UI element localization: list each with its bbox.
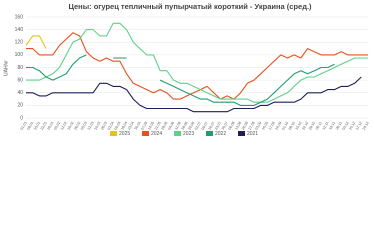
x-tick-label: 12.03 bbox=[87, 121, 95, 131]
x-tick-label: 24.09 bbox=[275, 121, 283, 131]
x-tick-label: 25.06 bbox=[187, 121, 195, 131]
x-tick-label: 21.05 bbox=[154, 121, 162, 131]
x-tick-label: 28.05 bbox=[161, 121, 169, 131]
x-tick-label: 05.11 bbox=[315, 121, 323, 131]
legend-swatch bbox=[206, 131, 213, 136]
y-tick-label: 120 bbox=[15, 40, 24, 46]
x-tick-label: 08.10 bbox=[288, 121, 296, 131]
x-tick-label: 12.11 bbox=[322, 121, 330, 131]
x-tick-label: 09.04 bbox=[114, 121, 122, 131]
x-tick-label: 03.09 bbox=[254, 121, 262, 131]
x-tick-label: 19.11 bbox=[328, 121, 336, 131]
x-tick-label: 03.12 bbox=[342, 121, 350, 131]
x-tick-label: 07.05 bbox=[140, 121, 148, 131]
x-tick-label: 10.12 bbox=[348, 121, 356, 131]
series-line bbox=[26, 32, 368, 100]
chart-title: Цены: огурец тепличный пупырчатый коротк… bbox=[68, 2, 312, 11]
legend-label: 2024 bbox=[151, 131, 162, 137]
y-tick-label: 40 bbox=[17, 90, 23, 96]
x-tick-label: 19.02 bbox=[67, 121, 75, 131]
x-tick-label: 23.04 bbox=[127, 121, 135, 131]
y-tick-label: 80 bbox=[17, 65, 23, 71]
x-tick-label: 12.02 bbox=[60, 121, 68, 131]
x-tick-label: 17.12 bbox=[355, 121, 363, 131]
y-tick-label: 100 bbox=[15, 52, 24, 58]
legend-swatch bbox=[110, 131, 117, 136]
x-tick-label: 15.01 bbox=[33, 121, 41, 131]
series-line bbox=[25, 35, 47, 49]
x-tick-label: 26.02 bbox=[73, 121, 81, 131]
x-tick-label: 23.07 bbox=[214, 121, 222, 131]
x-tick-label: 02.04 bbox=[107, 121, 115, 131]
y-axis-label: UAH/кг bbox=[3, 60, 9, 76]
series-line bbox=[26, 22, 368, 103]
x-tick-label: 20.08 bbox=[241, 121, 249, 131]
x-tick-label: 14.05 bbox=[147, 121, 155, 131]
x-tick-label: 16.04 bbox=[120, 121, 128, 131]
series-line bbox=[26, 54, 335, 106]
legend-label: 2025 bbox=[119, 131, 130, 137]
x-tick-label: 26.03 bbox=[100, 121, 108, 131]
x-tick-label: 30.04 bbox=[134, 121, 142, 131]
x-tick-label: 29.01 bbox=[47, 121, 55, 131]
x-tick-label: 22.10 bbox=[301, 121, 309, 131]
x-tick-label: 17.09 bbox=[268, 121, 276, 131]
y-tick-label: 20 bbox=[17, 103, 23, 109]
x-tick-label: 19.03 bbox=[93, 121, 101, 131]
x-tick-label: 29.10 bbox=[308, 121, 316, 131]
x-tick-label: 01.10 bbox=[281, 121, 289, 131]
x-tick-label: 11.06 bbox=[174, 121, 182, 131]
x-tick-label: 26.11 bbox=[335, 121, 343, 131]
x-tick-label: 04.06 bbox=[167, 121, 175, 131]
legend-label: 2023 bbox=[183, 131, 194, 137]
chart: Цены: огурец тепличный пупырчатый коротк… bbox=[3, 2, 370, 137]
x-tick-label: 22.01 bbox=[40, 121, 48, 131]
legend-label: 2022 bbox=[215, 131, 226, 137]
legend-label: 2021 bbox=[247, 131, 258, 137]
x-tick-label: 30.07 bbox=[221, 121, 229, 131]
x-tick-label: 16.07 bbox=[207, 121, 215, 131]
y-tick-label: 60 bbox=[17, 77, 23, 83]
y-tick-label: 140 bbox=[15, 27, 24, 33]
x-tick-label: 09.07 bbox=[201, 121, 209, 131]
series-line bbox=[26, 76, 362, 113]
x-tick-label: 02.07 bbox=[194, 121, 202, 131]
x-tick-label: 27.08 bbox=[248, 121, 256, 131]
x-tick-label: 24.12 bbox=[362, 121, 370, 131]
x-tick-label: 05.03 bbox=[80, 121, 88, 131]
x-tick-label: 15.10 bbox=[295, 121, 303, 131]
legend-swatch bbox=[238, 131, 245, 136]
legend-swatch bbox=[142, 131, 149, 136]
x-tick-label: 06.08 bbox=[228, 121, 236, 131]
x-tick-label: 08.01 bbox=[26, 121, 34, 131]
y-tick-label: 160 bbox=[15, 14, 24, 20]
y-tick-label: 0 bbox=[20, 115, 23, 121]
x-tick-label: 01.01 bbox=[20, 121, 28, 131]
x-tick-label: 10.09 bbox=[261, 121, 269, 131]
legend-swatch bbox=[174, 131, 181, 136]
x-tick-label: 18.06 bbox=[181, 121, 189, 131]
x-tick-label: 05.02 bbox=[53, 121, 61, 131]
x-tick-label: 13.08 bbox=[234, 121, 242, 131]
